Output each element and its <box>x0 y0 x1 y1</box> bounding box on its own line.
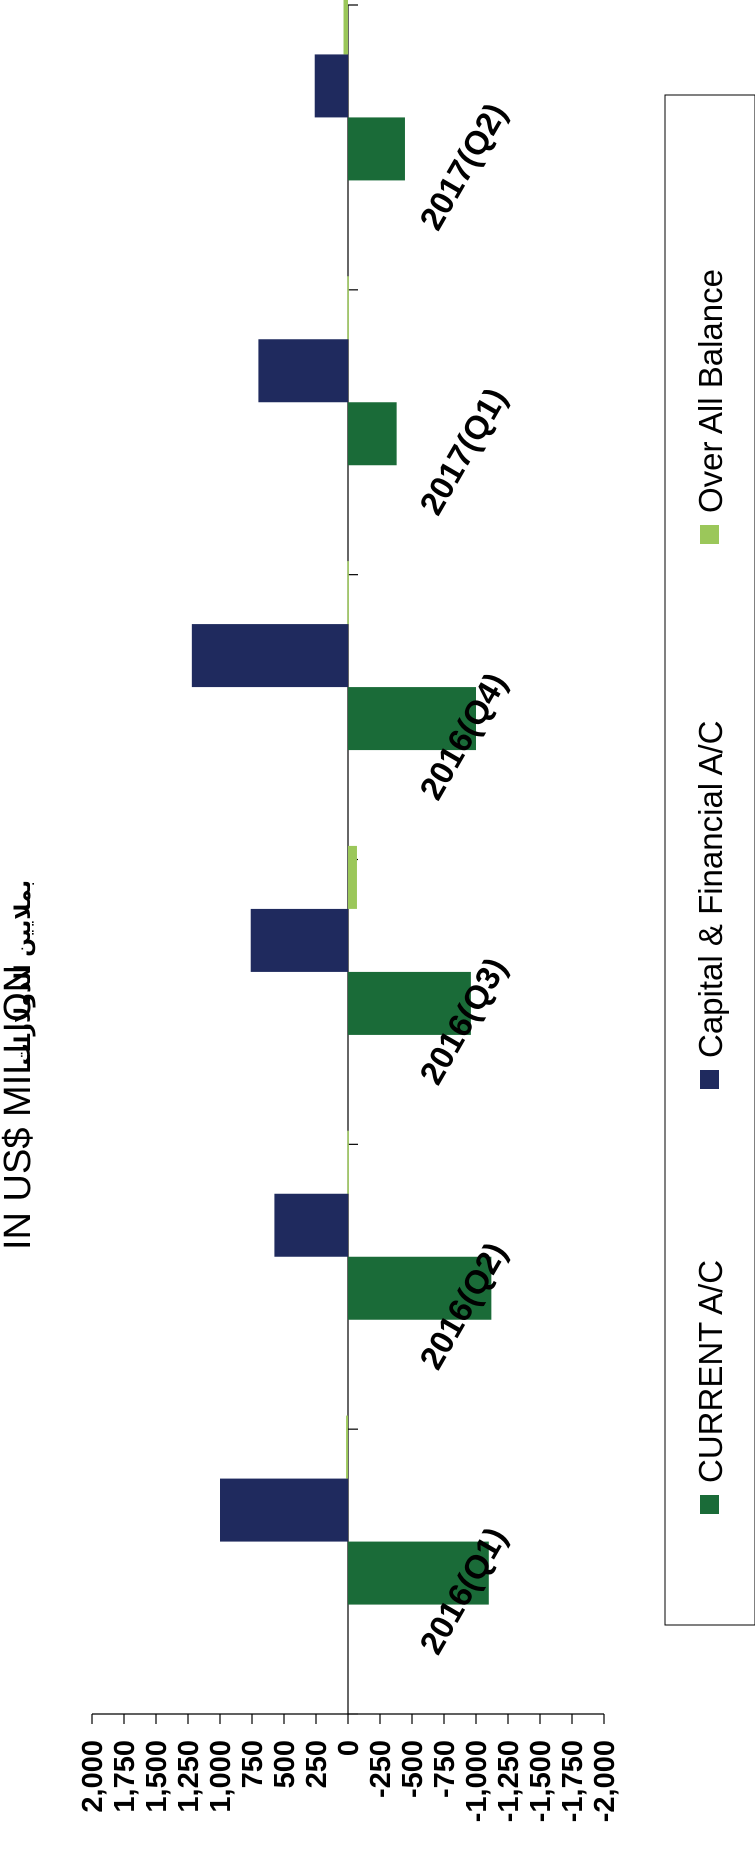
bar <box>191 624 348 688</box>
value-tick-label: 2,000 <box>77 1740 109 1813</box>
legend-swatch <box>700 1070 719 1089</box>
value-tick-label: 1,500 <box>141 1740 173 1813</box>
value-tick-label: 0 <box>333 1740 365 1756</box>
legend-swatch <box>700 525 719 544</box>
bar <box>347 276 349 340</box>
bars <box>191 0 492 1605</box>
bar <box>348 971 471 1035</box>
value-tick-label: 1,750 <box>109 1740 141 1813</box>
value-tick-label: -500 <box>397 1740 429 1798</box>
bar <box>348 1256 492 1320</box>
bar <box>348 117 405 181</box>
chart-title-group: IN US$ MILLION <box>0 965 39 1250</box>
value-tick-label: 500 <box>269 1740 301 1788</box>
value-tick-label: -1,000 <box>461 1740 493 1822</box>
value-axis: 2,000 1,750 1,500 1,250 1,000 750 500 250 0 -250-… <box>77 1713 621 1822</box>
legend-swatch <box>700 1495 719 1514</box>
chart-subtitle-group: بملايين الدولارات <box>11 880 36 1065</box>
value-tick-label: -1,500 <box>525 1740 557 1822</box>
value-tick-label: -1,250 <box>493 1740 525 1822</box>
bar <box>348 402 397 466</box>
category-labels: 2016(Q1)2016(Q2)2016(Q3)2016(Q4)2017(Q1)… <box>412 97 514 1660</box>
value-tick-label: 1,250 <box>173 1740 205 1813</box>
chart-title: IN US$ MILLION <box>0 965 39 1250</box>
bar <box>314 54 348 118</box>
chart-subtitle: بملايين الدولارات <box>11 880 36 1065</box>
value-tick-label: -750 <box>429 1740 461 1798</box>
legend-label: Over All Balance <box>692 269 729 513</box>
bar <box>346 1415 348 1479</box>
value-tick-label: 1,000 <box>205 1740 237 1813</box>
legend-label: Capital & Financial A/C <box>692 721 729 1059</box>
bar <box>343 0 348 55</box>
value-tick-label: -1,750 <box>557 1740 589 1822</box>
category-label: 2017(Q1) <box>412 382 514 521</box>
bar <box>274 1193 348 1257</box>
value-tick-label: -2,000 <box>589 1740 621 1822</box>
legend-label: CURRENT A/C <box>692 1260 729 1483</box>
bar <box>348 845 357 909</box>
category-label: 2017(Q2) <box>412 97 514 236</box>
bar <box>220 1478 348 1542</box>
legend-frame <box>664 94 755 1626</box>
bar <box>348 1541 489 1605</box>
bar <box>348 687 476 751</box>
value-tick-label: -250 <box>365 1740 397 1798</box>
bar <box>347 561 349 625</box>
legend: CURRENT A/C Capital & Financial A/C Over A… <box>664 94 755 1626</box>
bar <box>347 1130 349 1194</box>
value-tick-label: 250 <box>301 1740 333 1788</box>
bar <box>258 339 348 403</box>
bar <box>250 908 348 972</box>
value-tick-label: 750 <box>237 1740 269 1788</box>
